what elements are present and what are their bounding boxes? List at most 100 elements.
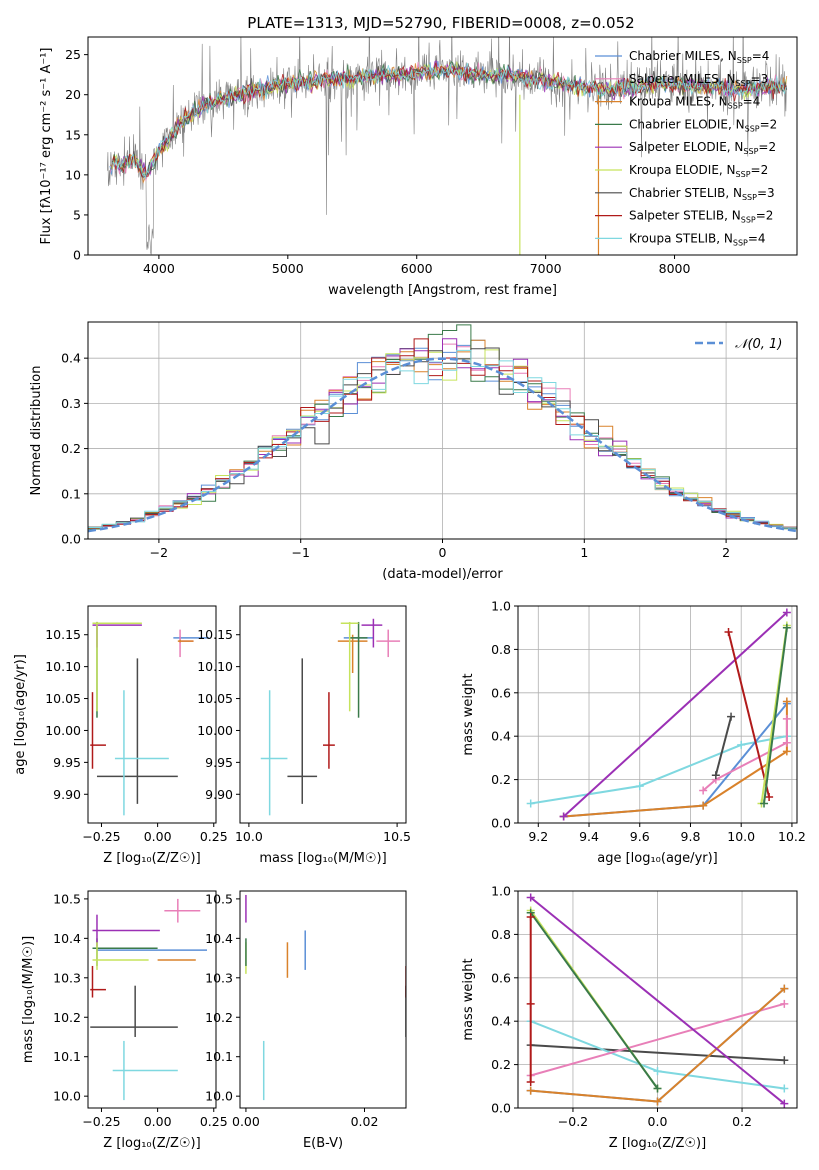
x-tick-label: −2 bbox=[150, 545, 168, 560]
mass-weight-marker bbox=[782, 714, 791, 723]
x-axis-label: Z [log₁₀(Z/Z☉)] bbox=[609, 1136, 706, 1151]
y-tick-label: 0.2 bbox=[61, 441, 81, 456]
axes-frame bbox=[87, 890, 217, 1109]
x-tick-label: 0 bbox=[439, 545, 447, 560]
x-tick-label: 0.0 bbox=[648, 1114, 668, 1129]
mass-weight-line bbox=[530, 896, 785, 1105]
legend-subscript: SSP bbox=[728, 102, 743, 111]
mass-weight-marker bbox=[724, 628, 733, 637]
mass-weight-marker bbox=[780, 1084, 789, 1093]
y-tick-label: 0.0 bbox=[61, 532, 81, 547]
y-tick-label: 1.0 bbox=[491, 599, 511, 614]
mass-weight-marker bbox=[782, 608, 791, 617]
mass-weight-line bbox=[530, 735, 788, 805]
legend-label: Chabrier STELIB, NSSP=3 bbox=[629, 186, 775, 202]
x-tick-label: 9.6 bbox=[630, 829, 650, 844]
mass-weight-marker bbox=[699, 801, 708, 810]
plot-area bbox=[518, 606, 797, 823]
x-tick-label: 0.00 bbox=[144, 829, 172, 844]
y-axis-label: mass weight bbox=[461, 673, 476, 755]
mass-weight-marker bbox=[526, 999, 535, 1008]
y-axis-label: mass [log₁₀(M/M☉)] bbox=[21, 936, 36, 1063]
y-tick-label: 0.6 bbox=[491, 970, 511, 985]
mass-weight-marker bbox=[780, 1099, 789, 1108]
x-tick-label: 7000 bbox=[530, 261, 562, 276]
plot-area bbox=[90, 621, 210, 816]
y-tick-label: 10.2 bbox=[205, 1010, 233, 1025]
legend-label: Salpeter ELODIE, NSSP=2 bbox=[629, 140, 776, 156]
mass-weight-marker bbox=[711, 771, 720, 780]
legend-subscript: SSP bbox=[742, 193, 757, 202]
legend-subscript: SSP bbox=[745, 124, 760, 133]
plot-area bbox=[107, 37, 788, 255]
y-tick-label: 10.5 bbox=[53, 891, 81, 906]
y-tick-label: 10.3 bbox=[53, 970, 81, 985]
y-tick-label: 10.00 bbox=[45, 723, 81, 738]
y-tick-label: 10.10 bbox=[45, 659, 81, 674]
y-axis-label: mass weight bbox=[461, 958, 476, 1040]
y-tick-label: 0.8 bbox=[491, 927, 511, 942]
x-tick-label: 4000 bbox=[143, 261, 175, 276]
plot-area bbox=[90, 898, 208, 1101]
y-tick-label: 5 bbox=[73, 207, 81, 222]
legend-n-value: =4 bbox=[752, 49, 770, 63]
panel-massweight_vs_age: 9.2 9.4 9.6 9.8 10.0 10.2 0.0 0.2 0.4 0.6 0.8 1.0 ag… bbox=[461, 599, 806, 867]
mass-weight-marker bbox=[760, 799, 769, 808]
mass-weight-marker bbox=[727, 712, 736, 721]
mass-weight-marker bbox=[780, 999, 789, 1008]
y-tick-label: 10.1 bbox=[53, 1049, 81, 1064]
x-tick-label: 5000 bbox=[272, 261, 304, 276]
y-tick-label: 10.5 bbox=[205, 891, 233, 906]
mass-weight-marker bbox=[782, 697, 791, 706]
normal-curve bbox=[88, 357, 797, 533]
mass-weight-marker bbox=[699, 786, 708, 795]
mass-weight-line bbox=[563, 611, 788, 818]
mass-weight-marker bbox=[526, 799, 535, 808]
x-tick-label: 0.2 bbox=[732, 1114, 752, 1129]
mass-weight-line bbox=[530, 1044, 785, 1062]
y-axis-label: Flux [fλ10⁻¹⁷ erg cm⁻² s⁻¹ A⁻¹] bbox=[39, 48, 54, 245]
mass-weight-line bbox=[529, 912, 659, 1090]
x-tick-label: 10.2 bbox=[778, 829, 806, 844]
x-tick-label: 10.0 bbox=[235, 829, 263, 844]
y-tick-label: 9.95 bbox=[205, 755, 233, 770]
panel-age_vs_mass: 10.0 10.5 9.90 9.95 10.00 10.05 10.10 10.15 mass… bbox=[197, 605, 411, 866]
x-tick-label: −0.2 bbox=[558, 1114, 588, 1129]
x-tick-label: 0.00 bbox=[144, 1114, 172, 1129]
legend-n-value: =4 bbox=[743, 95, 761, 109]
y-tick-label: 10.0 bbox=[53, 1089, 81, 1104]
x-tick-label: 10.5 bbox=[383, 829, 411, 844]
figure-title: PLATE=1313, MJD=52790, FIBERID=0008, z=0… bbox=[247, 14, 634, 32]
plot-area bbox=[260, 618, 401, 816]
axes-frame bbox=[239, 890, 407, 1109]
mass-weight-marker bbox=[782, 623, 791, 632]
model-spectrum-line bbox=[112, 62, 787, 180]
legend-n-value: =3 bbox=[751, 72, 769, 86]
legend-label: Kroupa MILES, NSSP=4 bbox=[629, 95, 760, 111]
legend-n-value: =2 bbox=[756, 209, 774, 223]
mass-weight-marker bbox=[635, 782, 644, 791]
legend-label: Kroupa STELIB, NSSP=4 bbox=[629, 231, 766, 247]
x-axis-label: age [log₁₀(age/yr)] bbox=[597, 851, 718, 866]
y-tick-label: 10.2 bbox=[53, 1010, 81, 1025]
axes-frame bbox=[87, 605, 217, 824]
legend-label: Chabrier MILES, NSSP=4 bbox=[629, 49, 769, 65]
x-tick-label: 1 bbox=[580, 545, 588, 560]
x-tick-label: 0.00 bbox=[232, 1114, 260, 1129]
y-tick-label: 0.6 bbox=[491, 685, 511, 700]
y-tick-label: 10.10 bbox=[197, 659, 233, 674]
legend-label: Chabrier ELODIE, NSSP=2 bbox=[629, 117, 777, 133]
y-tick-label: 0.0 bbox=[491, 816, 511, 831]
y-tick-label: 0.3 bbox=[61, 396, 81, 411]
y-tick-label: 0.2 bbox=[491, 772, 511, 787]
mass-weight-marker bbox=[780, 1056, 789, 1065]
mass-weight-marker bbox=[526, 913, 535, 922]
y-tick-label: 10 bbox=[65, 167, 81, 182]
x-tick-label: 10.0 bbox=[727, 829, 755, 844]
legend-subscript: SSP bbox=[736, 170, 751, 179]
axes-frame bbox=[87, 36, 798, 256]
legend-label: 𝒩(0, 1) bbox=[735, 337, 782, 352]
y-tick-label: 10.4 bbox=[205, 931, 233, 946]
y-tick-label: 15 bbox=[65, 127, 81, 142]
